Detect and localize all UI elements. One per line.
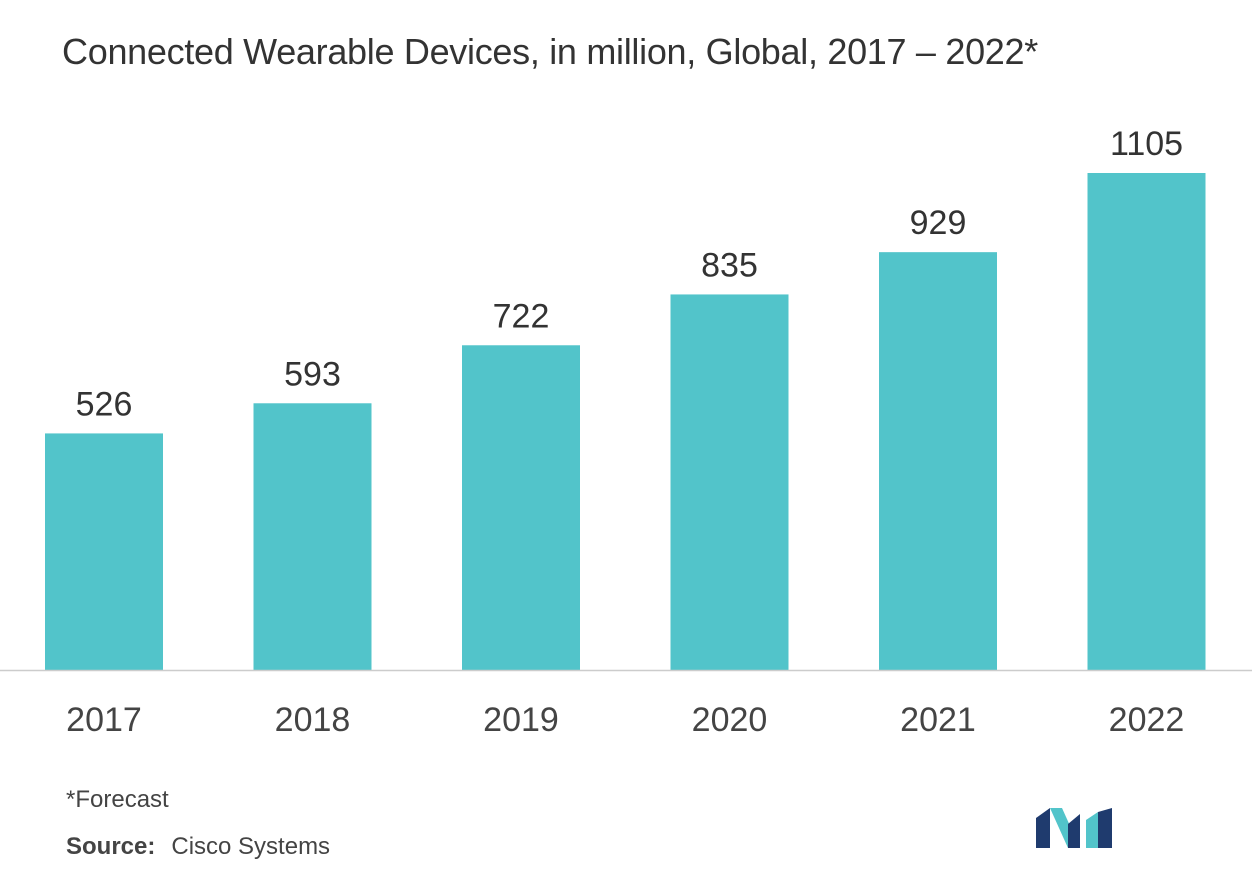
bar-2021 bbox=[879, 252, 997, 670]
source-value: Cisco Systems bbox=[171, 833, 331, 860]
source-line: Source: Cisco Systems bbox=[66, 833, 330, 861]
x-tick-label-2020: 2020 bbox=[692, 701, 768, 739]
data-label-2022: 1105 bbox=[1110, 125, 1183, 163]
source-label: Source: bbox=[66, 833, 156, 860]
x-tick-label-2019: 2019 bbox=[483, 701, 559, 739]
chart-title: Connected Wearable Devices, in million, … bbox=[62, 31, 1038, 72]
forecast-footnote: *Forecast bbox=[66, 786, 169, 813]
bar-2019 bbox=[462, 345, 580, 670]
x-tick-label-2022: 2022 bbox=[1109, 701, 1185, 739]
mordor-logo-icon bbox=[1036, 808, 1112, 848]
data-label-2020: 835 bbox=[701, 246, 758, 284]
bar-2020 bbox=[670, 294, 789, 670]
data-label-2021: 929 bbox=[910, 204, 967, 242]
data-label-2019: 722 bbox=[493, 297, 550, 335]
data-label-2017: 526 bbox=[76, 385, 133, 423]
x-tick-label-2021: 2021 bbox=[900, 701, 976, 739]
x-tick-label-2017: 2017 bbox=[66, 701, 142, 739]
bar-chart: 526 2017 593 2018 722 2019 835 2020 929 2021 1105 2… bbox=[0, 125, 1252, 739]
bar-2018 bbox=[253, 403, 372, 670]
x-tick-label-2018: 2018 bbox=[275, 701, 351, 739]
bar-2017 bbox=[45, 433, 163, 670]
data-label-2018: 593 bbox=[284, 355, 341, 393]
bar-2022 bbox=[1087, 173, 1206, 670]
